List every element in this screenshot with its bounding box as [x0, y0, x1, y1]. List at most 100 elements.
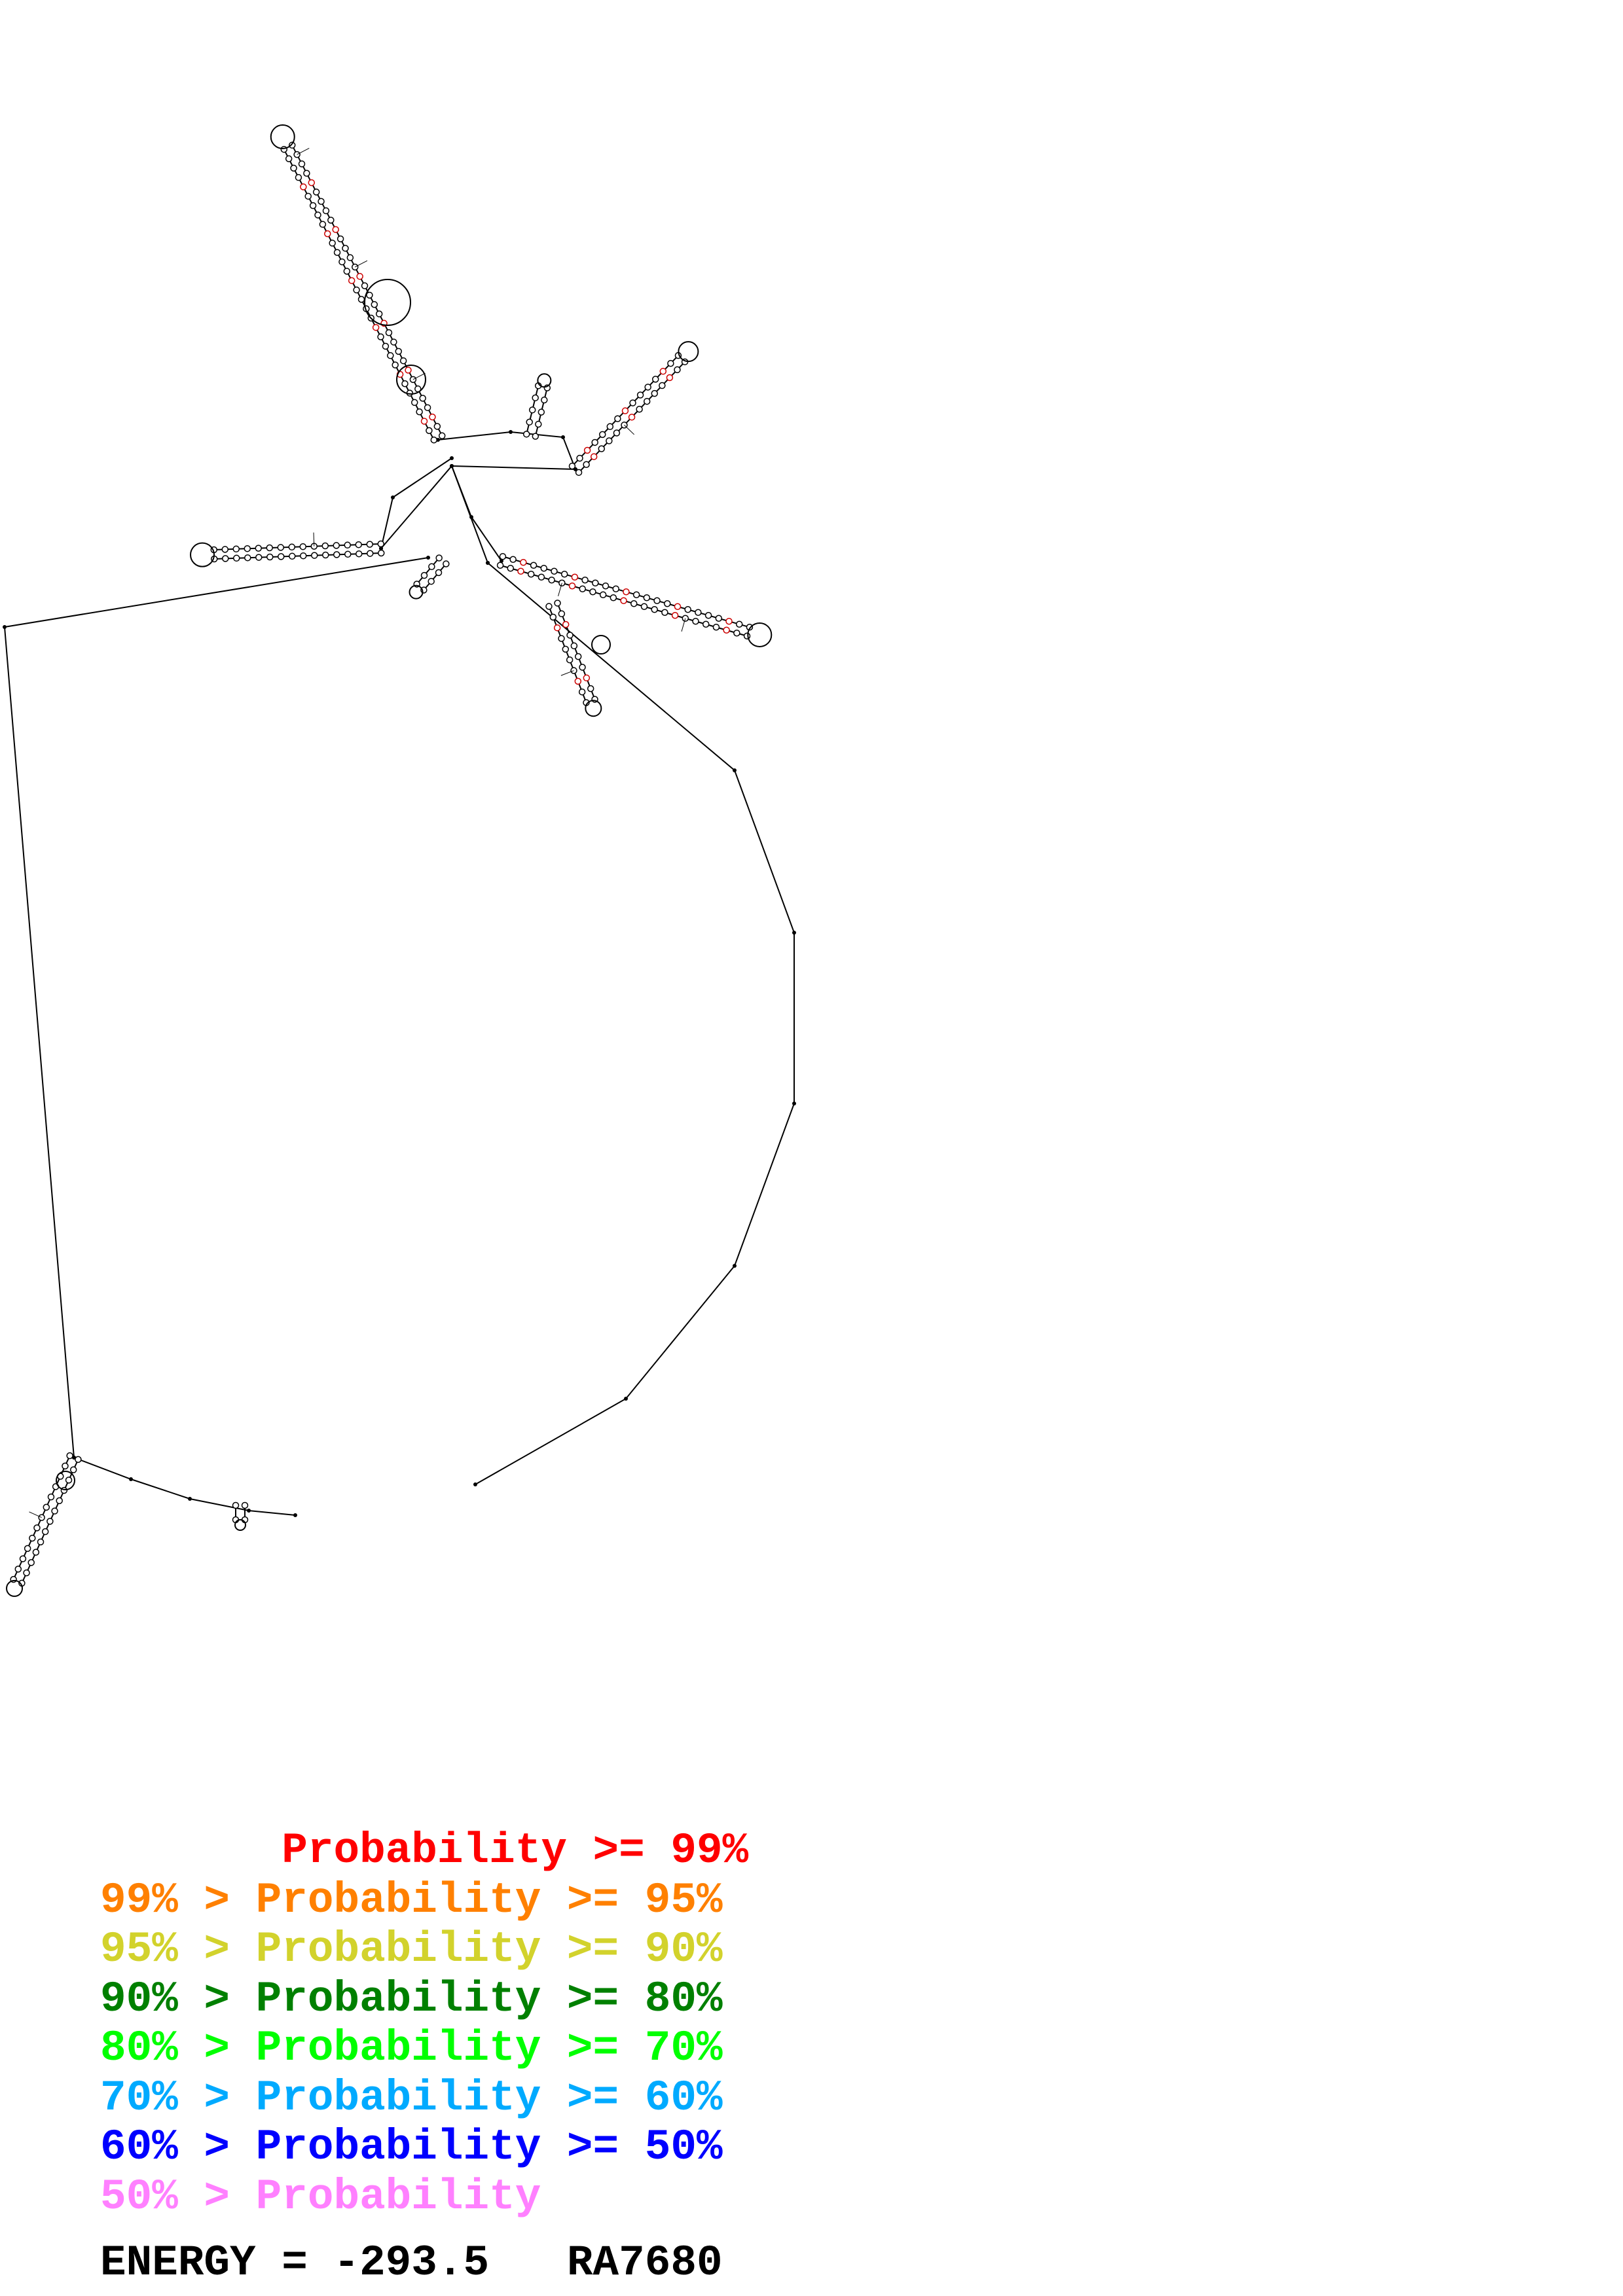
nucleotide — [308, 179, 316, 187]
nucleotide — [285, 155, 293, 162]
nucleotide — [321, 542, 329, 550]
nucleotide — [602, 583, 610, 590]
legend-row: 99% > Probability >= 95% — [100, 1875, 723, 1925]
nucleotide — [337, 235, 344, 243]
legend-row: 50% > Probability — [100, 2172, 541, 2221]
legend-row: Probability >= 99% — [282, 1826, 749, 1875]
nucleotide — [32, 1549, 40, 1556]
nucleotide — [433, 423, 441, 430]
nucleotide — [723, 626, 730, 634]
nucleotide — [583, 446, 591, 454]
position-tick — [681, 618, 686, 632]
position-tick — [29, 1511, 42, 1518]
nucleotide — [632, 591, 640, 599]
nucleotide — [395, 348, 402, 355]
nucleotide — [574, 677, 582, 685]
nucleotide — [62, 1462, 69, 1470]
nucleotide — [443, 560, 450, 567]
nucleotide — [575, 469, 583, 476]
nucleotide — [592, 579, 599, 587]
nucleotide — [583, 461, 590, 469]
energy-footer: ENERGY = -293.5 RA7680 — [100, 2238, 723, 2287]
nucleotide — [499, 553, 507, 560]
nucleotide — [410, 399, 418, 406]
nucleotide — [746, 624, 754, 631]
nucleotide — [3, 625, 7, 629]
nucleotide — [424, 404, 431, 412]
nucleotide — [589, 588, 596, 596]
multiloop-link — [380, 465, 488, 564]
nucleotide — [65, 1477, 73, 1484]
nucleotide — [551, 567, 558, 575]
nucleotide — [598, 445, 606, 452]
nucleotide — [520, 559, 527, 566]
nucleotide — [429, 413, 436, 421]
nucleotide — [509, 556, 517, 564]
nucleotide — [241, 1501, 249, 1509]
nucleotide — [290, 164, 297, 172]
nucleotide — [232, 554, 240, 562]
nucleotide — [661, 609, 668, 616]
nucleotide — [623, 588, 630, 596]
nucleotide — [554, 600, 561, 607]
nucleotide — [553, 624, 561, 632]
nucleotide — [576, 454, 583, 462]
nucleotide — [300, 183, 307, 190]
nucleotide — [371, 301, 378, 308]
nucleotide — [377, 333, 384, 340]
nucleotide — [549, 613, 557, 621]
nucleotide — [692, 617, 699, 625]
nucleotide — [629, 399, 636, 406]
nucleotide — [255, 545, 263, 552]
nucleotide — [674, 366, 681, 374]
nucleotide — [244, 554, 251, 562]
nucleotide — [280, 145, 288, 153]
nucleotide — [37, 1538, 45, 1546]
nucleotide — [391, 495, 395, 499]
nucleotide — [310, 552, 318, 559]
nucleotide — [644, 384, 651, 391]
nucleotide — [14, 1566, 22, 1573]
nucleotide — [610, 594, 617, 601]
legend-row: 70% > Probability >= 60% — [100, 2073, 723, 2123]
nucleotide — [266, 553, 274, 561]
internal-loop — [364, 279, 411, 326]
nucleotide — [344, 541, 352, 549]
multiloop-link — [437, 431, 576, 470]
nucleotide — [390, 338, 397, 346]
nucleotide — [598, 431, 606, 439]
nucleotide — [743, 632, 751, 639]
nucleotide — [255, 554, 263, 561]
nucleotide — [579, 664, 586, 671]
nucleotide — [426, 556, 430, 560]
nucleotide — [621, 407, 629, 414]
nucleotide — [684, 606, 691, 613]
nucleotide — [232, 545, 240, 553]
nucleotide — [392, 361, 399, 368]
nucleotide — [355, 541, 363, 548]
nucleotide — [382, 342, 390, 350]
nucleotide — [509, 430, 513, 434]
nucleotide — [450, 464, 454, 468]
legend-row: 80% > Probability >= 70% — [100, 2024, 723, 2073]
nucleotide — [560, 571, 568, 578]
nucleotide — [298, 160, 306, 168]
nucleotide — [532, 433, 539, 440]
nucleotide — [247, 1509, 251, 1513]
nucleotide — [566, 632, 574, 639]
nucleotide — [188, 1497, 192, 1501]
nucleotide — [27, 1559, 35, 1566]
nucleotide — [47, 1493, 55, 1501]
position-tick — [355, 260, 368, 268]
position-tick — [624, 425, 634, 435]
nucleotide — [558, 635, 565, 642]
position-tick — [297, 148, 310, 155]
nucleotide — [401, 380, 409, 387]
nucleotide — [322, 207, 330, 215]
nucleotide — [277, 553, 285, 560]
nucleotide — [540, 565, 548, 572]
nucleotide — [653, 597, 661, 605]
nucleotide — [664, 600, 671, 607]
nucleotide — [348, 277, 356, 284]
nucleotide — [651, 389, 659, 397]
